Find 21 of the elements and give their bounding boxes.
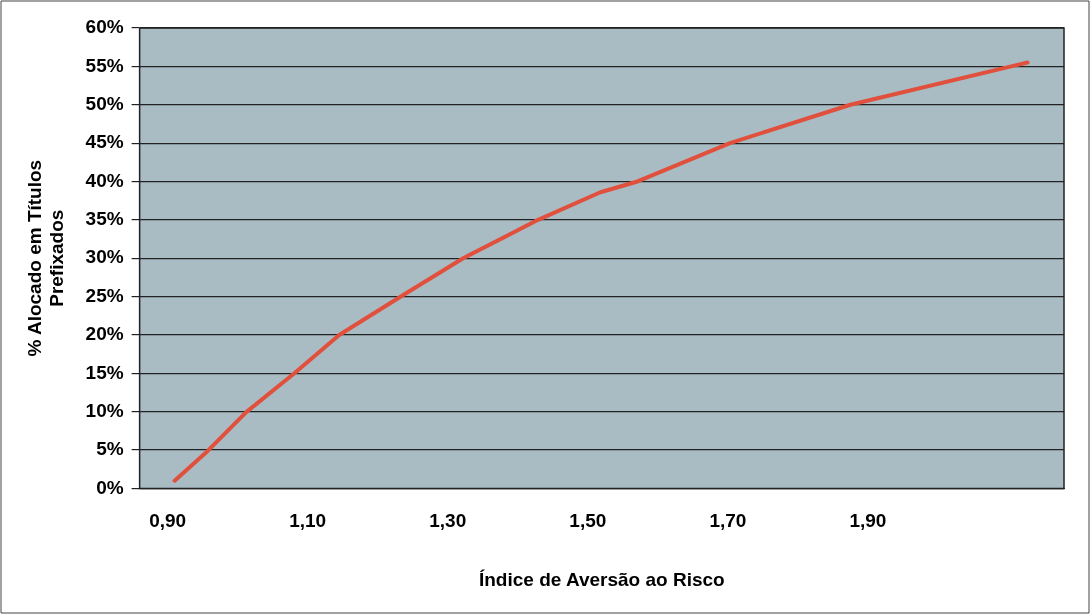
y-tick-label: 55%	[85, 54, 124, 76]
y-tick-label: 50%	[85, 92, 124, 114]
y-tick-label: 15%	[85, 361, 124, 383]
y-tick-label: 5%	[96, 438, 124, 460]
y-tick-label: 20%	[85, 323, 124, 345]
y-tick-label: 0%	[96, 476, 124, 498]
x-tick-label: 1,50	[569, 510, 607, 532]
x-tick-label: 1,90	[849, 510, 887, 532]
y-tick-label: 10%	[85, 399, 124, 421]
x-axis-title: Índice de Aversão ao Risco	[478, 568, 725, 590]
y-tick-label: 40%	[85, 169, 124, 191]
y-tick-label: 25%	[85, 284, 124, 306]
x-tick-label: 1,30	[429, 510, 467, 532]
y-tick-label: 45%	[85, 131, 124, 153]
y-tick-label: 30%	[85, 246, 124, 268]
x-tick-label: 1,10	[289, 510, 327, 532]
x-tick-label: 1,70	[709, 510, 747, 532]
y-tick-label: 35%	[85, 208, 124, 230]
y-axis-title: % Alocado em Títulos Prefixados	[23, 159, 68, 357]
x-tick-label: 0,90	[149, 510, 187, 532]
y-tick-label: 60%	[85, 16, 124, 38]
